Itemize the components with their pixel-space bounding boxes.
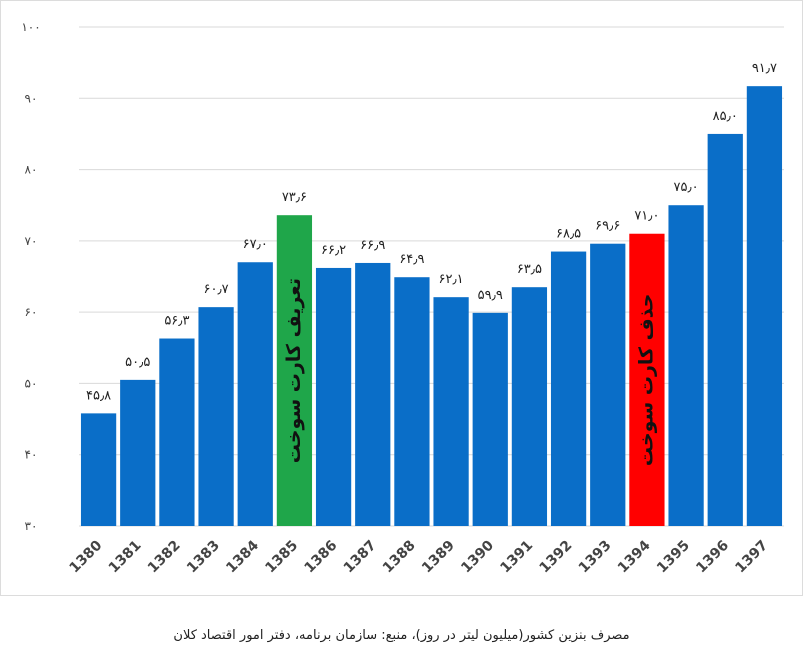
bar-1392 — [550, 251, 587, 527]
bar-1389 — [433, 297, 469, 526]
y-tick-label-100: ۱۰۰ — [21, 20, 40, 34]
data-label-1394: ۷۱٫۰ — [634, 209, 659, 224]
x-tick-label-1392: 1392 — [537, 538, 576, 577]
data-label-1387: ۶۶٫۹ — [360, 238, 385, 253]
x-tick-label-1387: 1387 — [341, 538, 380, 577]
x-tick-label-1397: 1397 — [732, 538, 771, 577]
data-labels: ۴۵٫۸ ۵۰٫۵ ۵۶٫۳ ۶۰٫۷ ۶۷٫۰ ۷۳٫۶ ۶۶٫۲ ۶۶٫۹ ۶۴٫۹ ۶۲٫۱… — [86, 61, 777, 403]
x-tick-label-1393: 1393 — [576, 538, 615, 577]
bar-1380 — [80, 413, 117, 526]
y-tick-label-30: ۳۰ — [25, 519, 38, 533]
bar-annotations: تعریف کارت سوخت حذف کارت سوخت — [283, 278, 658, 466]
data-label-1396: ۸۵٫۰ — [713, 109, 738, 124]
bar-1381 — [120, 379, 156, 526]
data-label-1390: ۵۹٫۹ — [478, 288, 503, 303]
x-axis-ticks: 1380 1381 1382 1383 1384 1385 1386 1387 1388 1389… — [67, 537, 772, 576]
bar-1384 — [237, 262, 273, 526]
grid-lines — [79, 26, 784, 527]
bar-1382 — [159, 338, 195, 526]
bar-1386 — [315, 267, 352, 526]
x-tick-label-1389: 1389 — [419, 538, 458, 577]
bar-1393 — [590, 243, 626, 527]
chart-frame: ۳۰ ۴۰ ۵۰ ۶۰ ۷۰ ۸۰ ۹۰ ۱۰۰ ۴۵٫۸ ۵۰٫۵ ۵۶٫۳ ۶۰٫۷ ۶۷٫۰ ۷۳… — [0, 0, 803, 596]
x-tick-label-1380: 1380 — [67, 537, 106, 576]
x-tick-label-1396: 1396 — [693, 538, 732, 577]
data-label-1392: ۶۸٫۵ — [556, 227, 581, 242]
x-tick-label-1384: 1384 — [223, 537, 262, 576]
chart-caption: مصرف بنزین کشور(میلیون لیتر در روز)، منب… — [173, 628, 630, 643]
x-tick-label-1385: 1385 — [262, 538, 301, 577]
data-label-1381: ۵۰٫۵ — [125, 355, 150, 370]
x-tick-label-1391: 1391 — [497, 538, 536, 577]
data-label-1391: ۶۳٫۵ — [517, 262, 542, 277]
x-tick-label-1395: 1395 — [654, 538, 693, 577]
y-tick-label-70: ۷۰ — [25, 234, 38, 248]
bar-chart: ۳۰ ۴۰ ۵۰ ۶۰ ۷۰ ۸۰ ۹۰ ۱۰۰ ۴۵٫۸ ۵۰٫۵ ۵۶٫۳ ۶۰٫۷ ۶۷٫۰ ۷۳… — [21, 20, 784, 576]
x-tick-label-1383: 1383 — [184, 538, 223, 577]
bar-1394 — [629, 233, 665, 526]
x-tick-label-1390: 1390 — [458, 537, 497, 576]
y-tick-label-60: ۶۰ — [25, 305, 38, 319]
data-label-1385: ۷۳٫۶ — [282, 190, 307, 205]
x-tick-label-1388: 1388 — [380, 538, 419, 577]
bar-annotation-1385: تعریف کارت سوخت — [283, 278, 305, 463]
data-label-1382: ۵۶٫۳ — [164, 314, 189, 329]
bar-1395 — [668, 205, 704, 526]
y-axis-ticks: ۳۰ ۴۰ ۵۰ ۶۰ ۷۰ ۸۰ ۹۰ ۱۰۰ — [21, 20, 40, 533]
x-tick-label-1394: 1394 — [615, 537, 654, 576]
y-tick-label-90: ۹۰ — [25, 91, 38, 105]
bar-1385 — [276, 215, 313, 527]
data-label-1397: ۹۱٫۷ — [752, 61, 777, 76]
y-tick-label-80: ۸۰ — [25, 163, 38, 177]
data-label-1389: ۶۲٫۱ — [438, 272, 463, 287]
x-tick-label-1386: 1386 — [302, 538, 341, 577]
bar-1387 — [355, 262, 391, 526]
data-label-1383: ۶۰٫۷ — [203, 282, 228, 297]
bar-1383 — [198, 307, 234, 526]
bar-1391 — [511, 287, 548, 526]
y-tick-label-40: ۴۰ — [25, 448, 38, 462]
x-tick-label-1382: 1382 — [145, 538, 184, 577]
bars — [80, 86, 783, 527]
x-tick-label-1381: 1381 — [106, 538, 145, 577]
data-label-1388: ۶۴٫۹ — [399, 252, 424, 267]
bar-1388 — [394, 277, 430, 526]
bar-1390 — [472, 312, 508, 526]
data-label-1395: ۷۵٫۰ — [673, 180, 698, 195]
y-tick-label-50: ۵۰ — [25, 376, 38, 390]
data-label-1393: ۶۹٫۶ — [595, 219, 620, 234]
bar-1396 — [707, 133, 743, 526]
data-label-1386: ۶۶٫۲ — [321, 243, 346, 258]
bar-annotation-1394: حذف کارت سوخت — [635, 294, 657, 467]
bar-1397 — [746, 86, 783, 526]
data-label-1380: ۴۵٫۸ — [86, 388, 111, 403]
data-label-1384: ۶۷٫۰ — [243, 237, 268, 252]
